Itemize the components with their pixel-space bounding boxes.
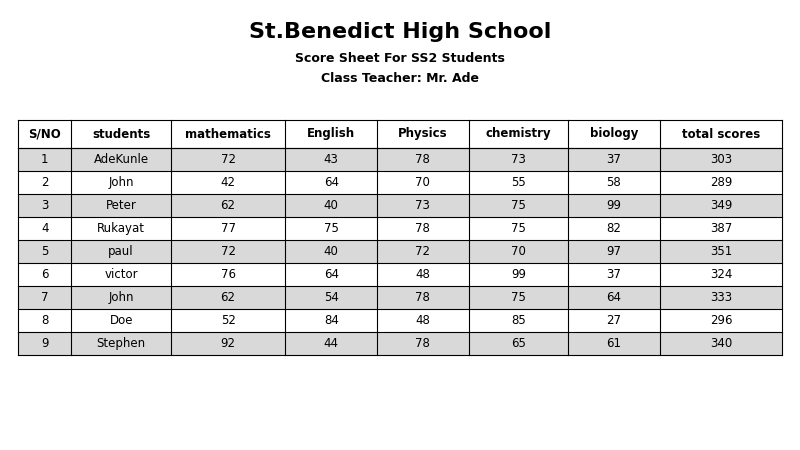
Text: 37: 37 bbox=[606, 268, 622, 281]
Text: paul: paul bbox=[108, 245, 134, 258]
Bar bbox=[18, 286, 782, 309]
Text: 303: 303 bbox=[710, 153, 732, 166]
Text: 97: 97 bbox=[606, 245, 622, 258]
Text: 78: 78 bbox=[415, 337, 430, 350]
Text: Physics: Physics bbox=[398, 127, 448, 140]
Text: 70: 70 bbox=[415, 176, 430, 189]
Text: 48: 48 bbox=[415, 268, 430, 281]
Text: 70: 70 bbox=[511, 245, 526, 258]
Text: Class Teacher: Mr. Ade: Class Teacher: Mr. Ade bbox=[321, 72, 479, 85]
Text: AdeKunle: AdeKunle bbox=[94, 153, 149, 166]
Text: 65: 65 bbox=[511, 337, 526, 350]
Text: 8: 8 bbox=[41, 314, 49, 327]
Text: Stephen: Stephen bbox=[97, 337, 146, 350]
Text: 99: 99 bbox=[511, 268, 526, 281]
Text: 78: 78 bbox=[415, 222, 430, 235]
Text: English: English bbox=[307, 127, 355, 140]
Text: 85: 85 bbox=[511, 314, 526, 327]
Bar bbox=[18, 148, 782, 171]
Text: 64: 64 bbox=[324, 268, 338, 281]
Text: 52: 52 bbox=[221, 314, 235, 327]
Text: 82: 82 bbox=[606, 222, 622, 235]
Text: 37: 37 bbox=[606, 153, 622, 166]
Text: 64: 64 bbox=[606, 291, 622, 304]
Bar bbox=[18, 217, 782, 240]
Text: 9: 9 bbox=[41, 337, 49, 350]
Text: 64: 64 bbox=[324, 176, 338, 189]
Text: 99: 99 bbox=[606, 199, 622, 212]
Bar bbox=[18, 240, 782, 263]
Text: 1: 1 bbox=[41, 153, 49, 166]
Bar bbox=[18, 332, 782, 355]
Text: 62: 62 bbox=[221, 291, 235, 304]
Text: 75: 75 bbox=[511, 199, 526, 212]
Text: 72: 72 bbox=[415, 245, 430, 258]
Text: Doe: Doe bbox=[110, 314, 133, 327]
Text: 58: 58 bbox=[606, 176, 622, 189]
Text: 72: 72 bbox=[221, 245, 235, 258]
Text: 92: 92 bbox=[221, 337, 235, 350]
Text: St.Benedict High School: St.Benedict High School bbox=[249, 22, 551, 42]
Text: 44: 44 bbox=[324, 337, 338, 350]
Text: 75: 75 bbox=[324, 222, 338, 235]
Text: 78: 78 bbox=[415, 153, 430, 166]
Text: 333: 333 bbox=[710, 291, 732, 304]
Text: 40: 40 bbox=[324, 245, 338, 258]
Text: S/NO: S/NO bbox=[28, 127, 61, 140]
Text: 42: 42 bbox=[221, 176, 235, 189]
Bar bbox=[18, 309, 782, 332]
Bar bbox=[18, 171, 782, 194]
Text: 77: 77 bbox=[221, 222, 235, 235]
Text: 27: 27 bbox=[606, 314, 622, 327]
Text: 351: 351 bbox=[710, 245, 732, 258]
Text: 6: 6 bbox=[41, 268, 49, 281]
Bar bbox=[18, 194, 782, 217]
Text: Score Sheet For SS2 Students: Score Sheet For SS2 Students bbox=[295, 52, 505, 65]
Text: Rukayat: Rukayat bbox=[97, 222, 145, 235]
Bar bbox=[18, 120, 782, 148]
Text: 2: 2 bbox=[41, 176, 49, 189]
Text: Peter: Peter bbox=[106, 199, 137, 212]
Text: 3: 3 bbox=[41, 199, 49, 212]
Text: John: John bbox=[108, 176, 134, 189]
Text: 75: 75 bbox=[511, 291, 526, 304]
Bar bbox=[18, 263, 782, 286]
Text: 76: 76 bbox=[221, 268, 235, 281]
Text: 62: 62 bbox=[221, 199, 235, 212]
Text: 73: 73 bbox=[415, 199, 430, 212]
Text: 349: 349 bbox=[710, 199, 732, 212]
Text: John: John bbox=[108, 291, 134, 304]
Text: 73: 73 bbox=[511, 153, 526, 166]
Text: 387: 387 bbox=[710, 222, 732, 235]
Text: 61: 61 bbox=[606, 337, 622, 350]
Text: 7: 7 bbox=[41, 291, 49, 304]
Text: 48: 48 bbox=[415, 314, 430, 327]
Text: biology: biology bbox=[590, 127, 638, 140]
Text: 55: 55 bbox=[511, 176, 526, 189]
Text: mathematics: mathematics bbox=[185, 127, 271, 140]
Text: 43: 43 bbox=[324, 153, 338, 166]
Text: 75: 75 bbox=[511, 222, 526, 235]
Text: 84: 84 bbox=[324, 314, 338, 327]
Text: students: students bbox=[92, 127, 150, 140]
Text: 5: 5 bbox=[41, 245, 49, 258]
Text: total scores: total scores bbox=[682, 127, 760, 140]
Text: 324: 324 bbox=[710, 268, 732, 281]
Text: 40: 40 bbox=[324, 199, 338, 212]
Text: chemistry: chemistry bbox=[486, 127, 551, 140]
Text: 78: 78 bbox=[415, 291, 430, 304]
Text: 4: 4 bbox=[41, 222, 49, 235]
Text: 54: 54 bbox=[324, 291, 338, 304]
Text: 72: 72 bbox=[221, 153, 235, 166]
Text: victor: victor bbox=[104, 268, 138, 281]
Text: 289: 289 bbox=[710, 176, 732, 189]
Text: 340: 340 bbox=[710, 337, 732, 350]
Text: 296: 296 bbox=[710, 314, 732, 327]
